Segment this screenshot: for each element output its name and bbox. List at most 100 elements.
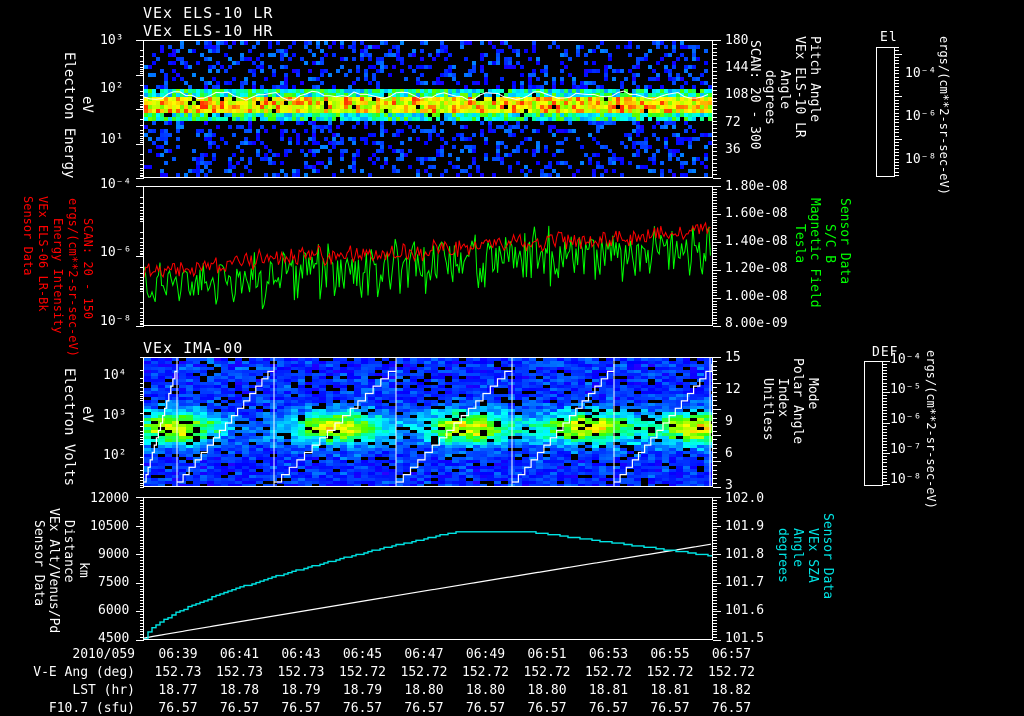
bottom-cell-ve_ang-9: 152.72 bbox=[702, 665, 762, 680]
panel1-rtick-0: 180 bbox=[725, 34, 748, 47]
panel4-right-label-sensor-data: Sensor Data bbox=[820, 513, 835, 599]
panel2-right-label-magnetic-field: Magnetic Field bbox=[807, 198, 822, 308]
panel3-ytick-2: 10² bbox=[103, 449, 126, 462]
panel2-rtick-0: 1.80e-08 bbox=[725, 180, 788, 193]
panel4-ytick-2: 9000 bbox=[98, 548, 129, 561]
bottom-cell-time-4: 06:47 bbox=[394, 647, 454, 662]
panel4-right-ticks bbox=[713, 497, 722, 641]
panel4-ytick-4: 6000 bbox=[98, 604, 129, 617]
panel1-spectrogram bbox=[144, 41, 712, 177]
panel4-ytick-1: 10500 bbox=[90, 520, 129, 533]
bottom-cell-time-9: 06:57 bbox=[702, 647, 762, 662]
bottom-cell-lst-9: 18.82 bbox=[702, 683, 762, 698]
panel1-cbtick-2: 10⁻⁸ bbox=[905, 153, 936, 166]
panel1-right-axis-label-1: Pitch Angle bbox=[808, 36, 821, 122]
panel1-colorbar-ticks bbox=[895, 47, 903, 177]
panel4-right-label-4: degrees bbox=[776, 528, 789, 583]
panel3-cbtick-2: 10⁻⁶ bbox=[890, 413, 921, 426]
panel3-right-label-polar-angle: Polar Angle bbox=[790, 358, 805, 444]
panel4-rtick-5: 101.5 bbox=[725, 632, 764, 645]
bottom-row-label-0: 2010/059 bbox=[0, 647, 135, 662]
panel1-cbtick-0: 10⁻⁴ bbox=[905, 67, 936, 80]
panel4-left-label-distance: Distance bbox=[61, 520, 76, 583]
panel3-title: VEx IMA-00 bbox=[143, 339, 243, 357]
panel2-left-label-2: VEx ELS-06 LR-Bk bbox=[37, 196, 49, 312]
panel4-rtick-3: 101.7 bbox=[725, 576, 764, 589]
bottom-cell-f107-1: 76.57 bbox=[210, 701, 270, 716]
bottom-cell-f107-3: 76.57 bbox=[333, 701, 393, 716]
bottom-cell-f107-9: 76.57 bbox=[702, 701, 762, 716]
bottom-cell-ve_ang-5: 152.72 bbox=[456, 665, 516, 680]
panel1-left-axis-label-line1: Electron Energy bbox=[61, 52, 77, 178]
panel2-lineplot bbox=[144, 187, 712, 325]
panel3-plot-area[interactable] bbox=[143, 357, 713, 487]
bottom-cell-lst-3: 18.79 bbox=[333, 683, 393, 698]
panel2-ytick-0: 10⁻⁴ bbox=[100, 178, 131, 191]
bottom-cell-time-8: 06:55 bbox=[640, 647, 700, 662]
panel3-left-label-electron-volts: Electron Volts bbox=[61, 368, 77, 486]
bottom-cell-time-0: 06:39 bbox=[148, 647, 208, 662]
bottom-cell-ve_ang-0: 152.73 bbox=[148, 665, 208, 680]
bottom-cell-lst-5: 18.80 bbox=[456, 683, 516, 698]
panel4-ytick-3: 7500 bbox=[98, 576, 129, 589]
panel2-left-label-scan: SCAN: 20 - 150 bbox=[81, 218, 95, 319]
panel1-title-hr: VEx ELS-10 HR bbox=[143, 22, 273, 40]
panel4-left-label-km: km bbox=[76, 562, 91, 578]
panel3-spectrogram bbox=[144, 358, 712, 486]
panel2-right-label-sensor-data: Sensor Data bbox=[837, 198, 852, 284]
panel3-right-label-4: Unitless bbox=[761, 378, 774, 441]
bottom-row-label-1: V-E Ang (deg) bbox=[0, 665, 135, 680]
panel4-ytick-0: 12000 bbox=[90, 492, 129, 505]
panel1-left-ticks bbox=[135, 40, 144, 179]
panel1-ytick-2: 10¹ bbox=[100, 133, 123, 146]
panel3-left-ticks bbox=[135, 357, 144, 488]
bottom-cell-lst-2: 18.79 bbox=[271, 683, 331, 698]
bottom-cell-f107-6: 76.57 bbox=[517, 701, 577, 716]
bottom-cell-lst-8: 18.81 bbox=[640, 683, 700, 698]
panel1-colorbar-title: El bbox=[880, 30, 898, 45]
panel2-left-label-units: ergs/(cm**2-sr-sec-eV) bbox=[66, 198, 80, 357]
panel2-left-label-4: ergs/(cm**2-sr-sec-eV) bbox=[67, 198, 79, 357]
bottom-row-label-3: F10.7 (sfu) bbox=[0, 701, 135, 716]
panel2-rtick-1: 1.60e-08 bbox=[725, 207, 788, 220]
panel4-right-label-angle: Angle bbox=[790, 528, 805, 567]
panel3-right-label-2: Polar Angle bbox=[791, 358, 804, 444]
panel2-left-label-sensor-data: Sensor Data bbox=[21, 196, 35, 275]
bottom-cell-time-3: 06:45 bbox=[333, 647, 393, 662]
bottom-cell-time-7: 06:53 bbox=[579, 647, 639, 662]
panel3-right-label-index: Index bbox=[775, 378, 790, 417]
panel2-right-label-3: Magnetic Field bbox=[808, 198, 821, 308]
panel1-rtick-4: 36 bbox=[725, 143, 741, 156]
panel2-plot-area[interactable] bbox=[143, 186, 713, 326]
panel4-left-label-alt: VEx Alt/Venus/Pd bbox=[46, 508, 61, 633]
bottom-cell-ve_ang-4: 152.72 bbox=[394, 665, 454, 680]
panel4-right-label-sza: VEx SZA bbox=[805, 528, 820, 583]
panel3-colorbar-unit-text: ergs/(cm**2-sr-sec-eV) bbox=[924, 350, 938, 509]
panel1-right-axis-label-2: VEx ELS-10 LR bbox=[793, 36, 806, 138]
panel3-right-ticks bbox=[713, 357, 722, 488]
bottom-cell-lst-6: 18.80 bbox=[517, 683, 577, 698]
panel2-right-label-4: Tesla bbox=[793, 224, 806, 263]
bottom-cell-f107-4: 76.57 bbox=[394, 701, 454, 716]
panel1-right-axis-label-3: Angle bbox=[778, 70, 791, 109]
panel3-ytick-0: 10⁴ bbox=[103, 369, 126, 382]
panel2-right-label-sc-b: S/C B bbox=[822, 224, 837, 263]
panel1-right-label-degrees: degrees bbox=[762, 70, 777, 125]
panel2-left-ticks bbox=[135, 186, 144, 327]
panel2-left-label-energy-intensity: Energy Intensity bbox=[51, 218, 65, 334]
panel3-left-axis-label: Electron Volts bbox=[62, 368, 76, 486]
bottom-cell-time-5: 06:49 bbox=[456, 647, 516, 662]
panel2-left-label-1: Sensor Data bbox=[22, 196, 34, 275]
panel1-ytick-1: 10² bbox=[100, 82, 123, 95]
panel4-lineplot bbox=[144, 498, 712, 639]
panel1-plot-area[interactable] bbox=[143, 40, 713, 178]
panel3-cbtick-4: 10⁻⁸ bbox=[890, 473, 921, 486]
bottom-cell-time-6: 06:51 bbox=[517, 647, 577, 662]
panel4-left-label-1: Sensor Data bbox=[32, 520, 45, 606]
panel1-right-ticks bbox=[713, 40, 722, 179]
bottom-cell-lst-0: 18.77 bbox=[148, 683, 208, 698]
panel3-left-label-ev: eV bbox=[79, 406, 95, 423]
panel4-left-label-sensor-data: Sensor Data bbox=[31, 520, 46, 606]
panel2-left-label-instrument: VEx ELS-06 LR-Bk bbox=[36, 196, 50, 312]
panel4-plot-area[interactable] bbox=[143, 497, 713, 640]
